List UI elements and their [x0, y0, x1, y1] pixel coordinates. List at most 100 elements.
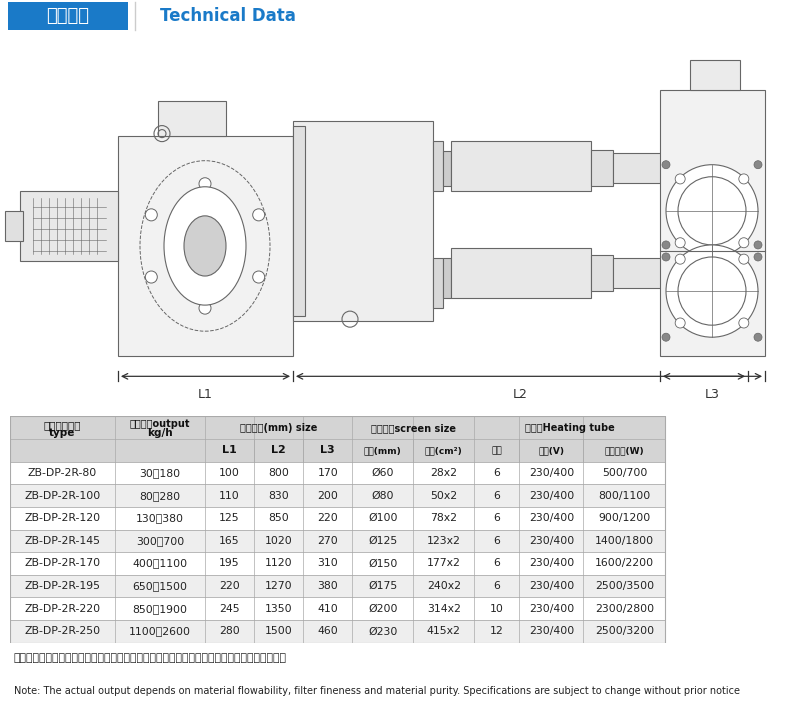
- Bar: [433, 258, 443, 308]
- Bar: [10, 574, 666, 597]
- Text: 270: 270: [318, 536, 338, 546]
- Text: 50x2: 50x2: [430, 490, 458, 500]
- Circle shape: [253, 209, 265, 221]
- Circle shape: [199, 178, 211, 190]
- Text: Note: The actual output depends on material flowability, filter fineness and mat: Note: The actual output depends on mater…: [14, 686, 739, 696]
- Text: ZB-DP-2R-145: ZB-DP-2R-145: [24, 536, 100, 546]
- Text: 1350: 1350: [265, 604, 292, 614]
- Bar: [158, 101, 226, 136]
- Bar: [718, 157, 748, 179]
- Text: Ø150: Ø150: [368, 559, 398, 569]
- Bar: [8, 2, 128, 29]
- Text: 415x2: 415x2: [426, 626, 461, 636]
- Text: 28x2: 28x2: [430, 468, 458, 478]
- Circle shape: [662, 333, 670, 341]
- Text: 125: 125: [219, 513, 240, 523]
- Bar: [10, 530, 666, 552]
- Bar: [443, 151, 451, 186]
- Text: 380: 380: [318, 581, 338, 591]
- Text: 177x2: 177x2: [426, 559, 461, 569]
- Text: type: type: [49, 429, 75, 439]
- Text: ZB-DP-2R-80: ZB-DP-2R-80: [28, 468, 97, 478]
- Text: 6: 6: [494, 581, 500, 591]
- Text: 6: 6: [494, 513, 500, 523]
- Text: L1: L1: [198, 388, 213, 401]
- Text: 产品规格型号: 产品规格型号: [43, 421, 81, 431]
- Circle shape: [253, 271, 265, 283]
- Text: 80～280: 80～280: [139, 490, 181, 500]
- Text: Ø200: Ø200: [368, 604, 398, 614]
- Text: ZB-DP-2R-195: ZB-DP-2R-195: [24, 581, 100, 591]
- Text: 500/700: 500/700: [602, 468, 647, 478]
- Text: 注：实际产量取决于物料的流动性、过滤精度以及物料的纯净度。参数如有变动恕不另行通知。: 注：实际产量取决于物料的流动性、过滤精度以及物料的纯净度。参数如有变动恕不另行通…: [14, 653, 286, 663]
- Circle shape: [662, 161, 670, 169]
- Text: 12: 12: [490, 626, 504, 636]
- Ellipse shape: [164, 187, 246, 305]
- Text: 轮廓尺寸(mm) size: 轮廓尺寸(mm) size: [240, 423, 318, 433]
- Text: Ø125: Ø125: [368, 536, 398, 546]
- Bar: [10, 462, 666, 484]
- Bar: [613, 258, 718, 288]
- Circle shape: [662, 253, 670, 261]
- Circle shape: [666, 245, 758, 337]
- Text: 230/400: 230/400: [529, 490, 574, 500]
- Circle shape: [739, 238, 749, 248]
- Bar: [5, 211, 23, 241]
- Text: ZB-DP-2R-250: ZB-DP-2R-250: [24, 626, 100, 636]
- Text: 850: 850: [268, 513, 289, 523]
- Bar: [10, 620, 666, 643]
- Text: L1: L1: [222, 445, 237, 455]
- Text: 650～1500: 650～1500: [133, 581, 187, 591]
- Text: 800: 800: [268, 468, 289, 478]
- Text: 加热器Heating tube: 加热器Heating tube: [525, 423, 614, 433]
- Circle shape: [754, 253, 762, 261]
- Bar: [591, 149, 613, 186]
- Ellipse shape: [184, 216, 226, 276]
- Text: 220: 220: [318, 513, 338, 523]
- Text: 1500: 1500: [265, 626, 293, 636]
- Bar: [10, 597, 666, 620]
- Bar: [10, 552, 666, 574]
- Text: 直径(mm): 直径(mm): [364, 446, 402, 455]
- Text: 6: 6: [494, 490, 500, 500]
- Bar: [443, 258, 451, 298]
- Bar: [20, 191, 118, 261]
- Text: 1120: 1120: [265, 559, 292, 569]
- Circle shape: [199, 302, 211, 314]
- Text: 1600/2200: 1600/2200: [595, 559, 654, 569]
- Circle shape: [675, 238, 685, 248]
- Bar: [10, 507, 666, 530]
- Text: 410: 410: [318, 604, 338, 614]
- Circle shape: [754, 161, 762, 169]
- Text: 78x2: 78x2: [430, 513, 458, 523]
- Text: 240x2: 240x2: [426, 581, 461, 591]
- Text: 1020: 1020: [265, 536, 293, 546]
- Text: 170: 170: [318, 468, 338, 478]
- Text: 123x2: 123x2: [426, 536, 461, 546]
- Text: 230/400: 230/400: [529, 536, 574, 546]
- Text: 245: 245: [219, 604, 240, 614]
- Text: 2300/2800: 2300/2800: [595, 604, 654, 614]
- Bar: [690, 60, 740, 90]
- Bar: [451, 141, 591, 191]
- Text: 230/400: 230/400: [529, 559, 574, 569]
- Text: 1270: 1270: [265, 581, 292, 591]
- Text: 200: 200: [318, 490, 338, 500]
- Circle shape: [739, 254, 749, 264]
- Text: 数量: 数量: [491, 446, 502, 455]
- Text: 460: 460: [318, 626, 338, 636]
- Text: 830: 830: [268, 490, 289, 500]
- Text: 30～180: 30～180: [139, 468, 181, 478]
- Text: Ø100: Ø100: [368, 513, 398, 523]
- Text: 面积(cm²): 面积(cm²): [425, 446, 462, 455]
- Bar: [10, 416, 666, 643]
- Bar: [10, 484, 666, 507]
- Circle shape: [675, 174, 685, 184]
- Text: 165: 165: [219, 536, 240, 546]
- Text: 滤网尺寸screen size: 滤网尺寸screen size: [370, 423, 456, 433]
- Bar: [613, 153, 718, 183]
- Text: 6: 6: [494, 468, 500, 478]
- Text: 230/400: 230/400: [529, 513, 574, 523]
- Circle shape: [754, 333, 762, 341]
- Bar: [10, 416, 666, 462]
